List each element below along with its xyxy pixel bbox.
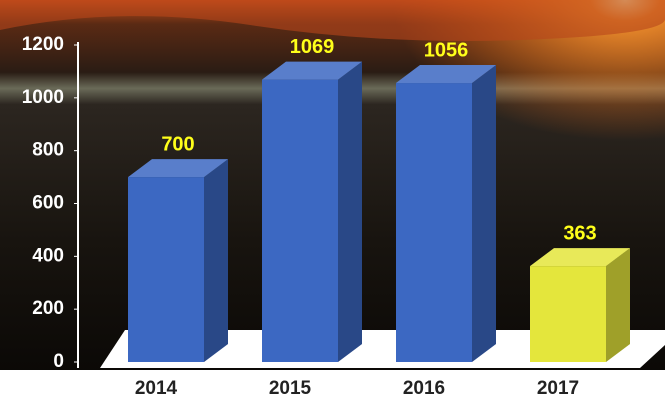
value-label: 700 (161, 133, 194, 155)
bar-top-shade (262, 61, 362, 80)
bar-top (262, 61, 362, 80)
bar-top-shade (530, 248, 630, 267)
bar-side-shade (472, 65, 496, 362)
bar-top (128, 159, 228, 178)
bar-side (472, 65, 496, 362)
bar-side (204, 159, 228, 362)
x-tick-label: 2015 (269, 378, 312, 399)
bar-side-shade (338, 61, 362, 362)
y-tick-label: 400 (32, 245, 64, 266)
floor (100, 330, 665, 368)
y-tick-label: 0 (53, 351, 64, 372)
bar-side (606, 248, 630, 362)
bar-top (530, 248, 630, 267)
value-label: 1069 (290, 36, 335, 58)
bar-top (396, 65, 496, 84)
x-tick-label: 2014 (135, 378, 178, 399)
value-label: 1056 (424, 39, 469, 61)
horizon (0, 0, 665, 41)
y-tick-label: 1000 (22, 87, 64, 108)
y-tick-label: 200 (32, 298, 64, 319)
bar-top-shade (128, 159, 228, 178)
value-label: 363 (563, 222, 596, 244)
bar (128, 177, 204, 362)
bar-top-shade (396, 65, 496, 84)
bar-side-shade (204, 159, 228, 362)
x-tick-label: 2017 (537, 378, 579, 399)
x-tick-label: 2016 (403, 378, 445, 399)
plot: 0 200 400 600 800 1000 1200 2014 700 2015 1069 2016… (22, 34, 630, 399)
bottom-strip (0, 370, 665, 402)
y-tick-label: 800 (32, 140, 64, 161)
y-tick-label: 600 (32, 193, 64, 214)
bar (262, 79, 338, 362)
bar-side-shade (606, 248, 630, 362)
bar (530, 266, 606, 362)
y-tick-label: 1200 (22, 34, 64, 55)
bar-side (338, 61, 362, 362)
bar (396, 83, 472, 362)
